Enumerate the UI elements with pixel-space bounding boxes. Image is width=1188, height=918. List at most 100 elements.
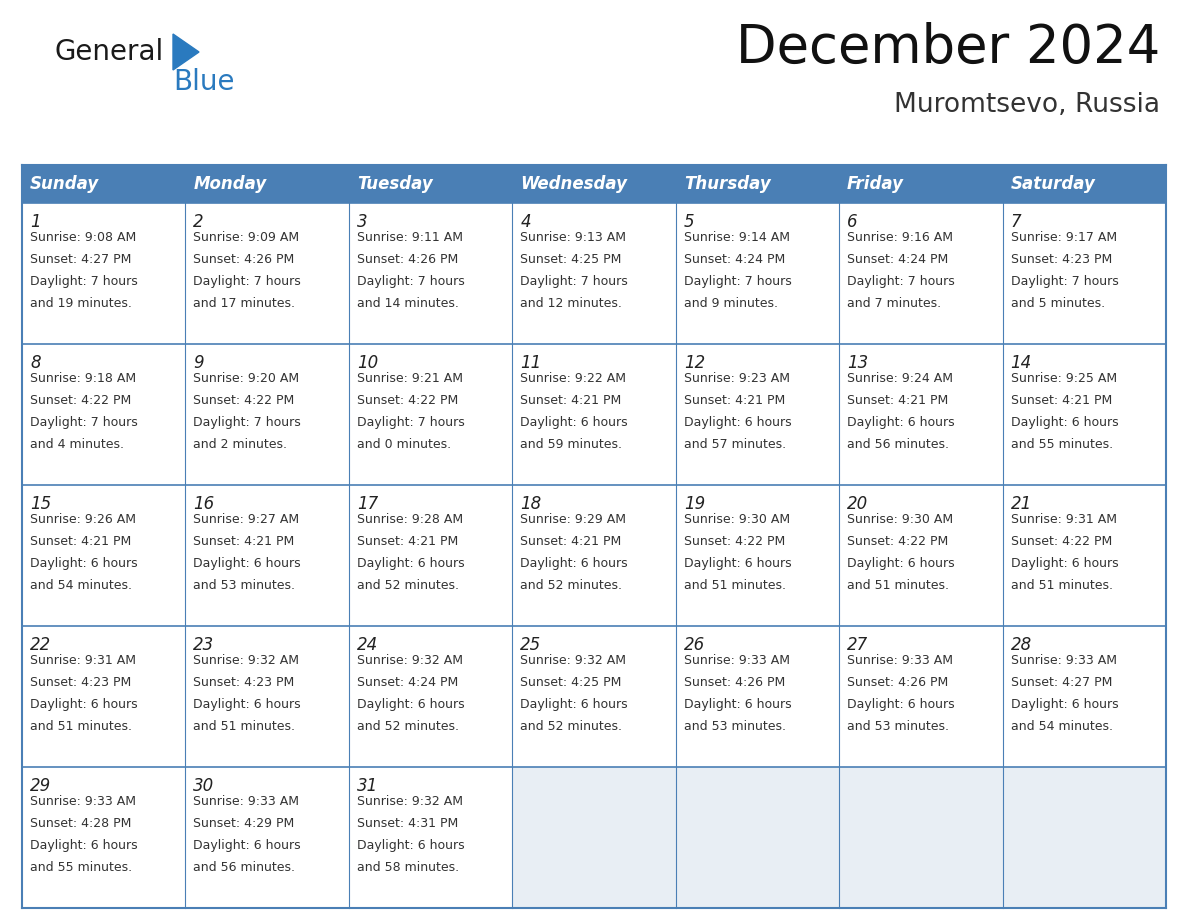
- Text: Friday: Friday: [847, 175, 904, 193]
- Text: and 51 minutes.: and 51 minutes.: [1011, 578, 1113, 591]
- Polygon shape: [173, 34, 200, 70]
- Text: Daylight: 6 hours: Daylight: 6 hours: [1011, 556, 1118, 570]
- Text: and 9 minutes.: and 9 minutes.: [684, 297, 778, 309]
- Text: Daylight: 7 hours: Daylight: 7 hours: [30, 274, 138, 287]
- Bar: [512, 626, 676, 767]
- Text: 24: 24: [356, 636, 378, 654]
- Text: Sunrise: 9:33 AM: Sunrise: 9:33 AM: [684, 654, 790, 667]
- Text: General: General: [55, 38, 164, 66]
- Text: 21: 21: [1011, 495, 1032, 513]
- Text: and 54 minutes.: and 54 minutes.: [30, 578, 132, 591]
- Bar: [512, 485, 676, 626]
- Text: Sunset: 4:21 PM: Sunset: 4:21 PM: [1011, 394, 1112, 407]
- Text: Sunrise: 9:33 AM: Sunrise: 9:33 AM: [1011, 654, 1117, 667]
- Text: Sunrise: 9:11 AM: Sunrise: 9:11 AM: [356, 231, 463, 244]
- Text: Sunrise: 9:14 AM: Sunrise: 9:14 AM: [684, 231, 790, 244]
- Text: Sunrise: 9:32 AM: Sunrise: 9:32 AM: [356, 795, 463, 808]
- Bar: [1003, 203, 1165, 344]
- Text: Sunset: 4:24 PM: Sunset: 4:24 PM: [684, 252, 785, 266]
- Text: and 53 minutes.: and 53 minutes.: [684, 720, 785, 733]
- Text: and 7 minutes.: and 7 minutes.: [847, 297, 941, 309]
- Text: 9: 9: [194, 354, 204, 372]
- Bar: [185, 203, 349, 344]
- Text: Daylight: 6 hours: Daylight: 6 hours: [1011, 416, 1118, 429]
- Text: Sunset: 4:27 PM: Sunset: 4:27 PM: [30, 252, 132, 266]
- Text: Sunrise: 9:33 AM: Sunrise: 9:33 AM: [847, 654, 953, 667]
- Text: Sunrise: 9:16 AM: Sunrise: 9:16 AM: [847, 231, 953, 244]
- Text: Daylight: 6 hours: Daylight: 6 hours: [30, 698, 138, 711]
- Text: Sunrise: 9:09 AM: Sunrise: 9:09 AM: [194, 231, 299, 244]
- Text: and 57 minutes.: and 57 minutes.: [684, 438, 785, 451]
- Text: Sunrise: 9:32 AM: Sunrise: 9:32 AM: [356, 654, 463, 667]
- Text: Sunset: 4:24 PM: Sunset: 4:24 PM: [356, 676, 459, 688]
- Text: and 2 minutes.: and 2 minutes.: [194, 438, 287, 451]
- Bar: [839, 626, 1003, 767]
- Text: Sunset: 4:22 PM: Sunset: 4:22 PM: [194, 394, 295, 407]
- Text: 19: 19: [684, 495, 704, 513]
- Text: Sunrise: 9:22 AM: Sunrise: 9:22 AM: [520, 372, 626, 385]
- Text: Sunrise: 9:27 AM: Sunrise: 9:27 AM: [194, 513, 299, 526]
- Text: Daylight: 6 hours: Daylight: 6 hours: [520, 698, 628, 711]
- Bar: [23, 165, 1165, 203]
- Text: 25: 25: [520, 636, 542, 654]
- Text: Sunrise: 9:33 AM: Sunrise: 9:33 AM: [30, 795, 135, 808]
- Text: Daylight: 7 hours: Daylight: 7 hours: [356, 274, 465, 287]
- Text: and 52 minutes.: and 52 minutes.: [520, 578, 623, 591]
- Text: Daylight: 6 hours: Daylight: 6 hours: [684, 416, 791, 429]
- Text: Sunset: 4:21 PM: Sunset: 4:21 PM: [847, 394, 948, 407]
- Text: and 58 minutes.: and 58 minutes.: [356, 860, 459, 874]
- Text: 10: 10: [356, 354, 378, 372]
- Text: 27: 27: [847, 636, 868, 654]
- Bar: [349, 485, 512, 626]
- Text: 4: 4: [520, 213, 531, 231]
- Text: and 51 minutes.: and 51 minutes.: [684, 578, 785, 591]
- Text: 26: 26: [684, 636, 704, 654]
- Text: Sunset: 4:26 PM: Sunset: 4:26 PM: [194, 252, 295, 266]
- Text: December 2024: December 2024: [735, 22, 1159, 74]
- Text: Sunset: 4:23 PM: Sunset: 4:23 PM: [1011, 252, 1112, 266]
- Text: Blue: Blue: [173, 68, 234, 96]
- Text: Daylight: 7 hours: Daylight: 7 hours: [1011, 274, 1118, 287]
- Text: Sunset: 4:22 PM: Sunset: 4:22 PM: [847, 535, 948, 548]
- Bar: [23, 626, 185, 767]
- Bar: [512, 344, 676, 485]
- Text: Daylight: 6 hours: Daylight: 6 hours: [520, 416, 628, 429]
- Text: Sunrise: 9:29 AM: Sunrise: 9:29 AM: [520, 513, 626, 526]
- Text: and 59 minutes.: and 59 minutes.: [520, 438, 623, 451]
- Text: and 17 minutes.: and 17 minutes.: [194, 297, 296, 309]
- Text: and 12 minutes.: and 12 minutes.: [520, 297, 623, 309]
- Text: Sunset: 4:21 PM: Sunset: 4:21 PM: [194, 535, 295, 548]
- Text: Daylight: 6 hours: Daylight: 6 hours: [1011, 698, 1118, 711]
- Text: 2: 2: [194, 213, 204, 231]
- Text: Sunrise: 9:28 AM: Sunrise: 9:28 AM: [356, 513, 463, 526]
- Text: 5: 5: [684, 213, 694, 231]
- Text: and 14 minutes.: and 14 minutes.: [356, 297, 459, 309]
- Bar: [676, 344, 839, 485]
- Text: Sunrise: 9:32 AM: Sunrise: 9:32 AM: [520, 654, 626, 667]
- Text: and 51 minutes.: and 51 minutes.: [847, 578, 949, 591]
- Text: and 53 minutes.: and 53 minutes.: [194, 578, 296, 591]
- Text: Sunrise: 9:08 AM: Sunrise: 9:08 AM: [30, 231, 137, 244]
- Text: Sunset: 4:25 PM: Sunset: 4:25 PM: [520, 252, 621, 266]
- Text: Daylight: 6 hours: Daylight: 6 hours: [30, 556, 138, 570]
- Text: Sunset: 4:24 PM: Sunset: 4:24 PM: [847, 252, 948, 266]
- Text: and 51 minutes.: and 51 minutes.: [30, 720, 132, 733]
- Text: 17: 17: [356, 495, 378, 513]
- Text: Sunset: 4:23 PM: Sunset: 4:23 PM: [194, 676, 295, 688]
- Text: and 52 minutes.: and 52 minutes.: [356, 578, 459, 591]
- Text: 16: 16: [194, 495, 215, 513]
- Text: and 54 minutes.: and 54 minutes.: [1011, 720, 1113, 733]
- Text: Sunset: 4:26 PM: Sunset: 4:26 PM: [684, 676, 785, 688]
- Text: Sunset: 4:21 PM: Sunset: 4:21 PM: [520, 535, 621, 548]
- Bar: [23, 344, 185, 485]
- Text: Sunset: 4:21 PM: Sunset: 4:21 PM: [30, 535, 131, 548]
- Text: Sunrise: 9:26 AM: Sunrise: 9:26 AM: [30, 513, 135, 526]
- Text: Sunday: Sunday: [30, 175, 100, 193]
- Text: Daylight: 6 hours: Daylight: 6 hours: [684, 698, 791, 711]
- Bar: [512, 203, 676, 344]
- Text: Daylight: 7 hours: Daylight: 7 hours: [520, 274, 628, 287]
- Text: 11: 11: [520, 354, 542, 372]
- Bar: [676, 203, 839, 344]
- Text: 30: 30: [194, 777, 215, 795]
- Text: Sunset: 4:29 PM: Sunset: 4:29 PM: [194, 817, 295, 830]
